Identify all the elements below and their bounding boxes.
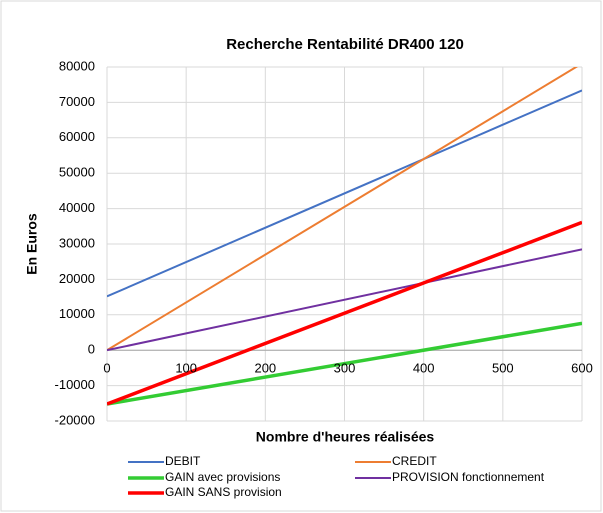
series-line bbox=[107, 321, 582, 406]
x-tick-label: 0 bbox=[103, 361, 110, 376]
y-tick-label: 60000 bbox=[59, 129, 95, 144]
y-tick-label: 80000 bbox=[59, 58, 95, 73]
series-line bbox=[107, 89, 582, 298]
x-tick-label: 200 bbox=[254, 361, 276, 376]
x-axis-title: Nombre d'heures réalisées bbox=[256, 429, 435, 445]
y-tick-label: 0 bbox=[88, 342, 95, 357]
x-tick-label: 400 bbox=[413, 361, 435, 376]
y-tick-label: -10000 bbox=[55, 377, 95, 392]
chart-title: Recherche Rentabilité DR400 120 bbox=[226, 36, 464, 53]
y-tick-label: -20000 bbox=[55, 412, 95, 427]
legend-label: DEBIT bbox=[165, 454, 201, 468]
x-tick-label: 600 bbox=[571, 361, 593, 376]
legend-label: GAIN SANS provision bbox=[165, 485, 282, 499]
y-tick-label: 20000 bbox=[59, 271, 95, 286]
grid bbox=[106, 66, 583, 422]
series-line bbox=[107, 220, 582, 406]
y-tick-label: 50000 bbox=[59, 165, 95, 180]
y-tick-label: 30000 bbox=[59, 235, 95, 250]
x-tick-label: 100 bbox=[175, 361, 197, 376]
legend: DEBIT CREDIT GAIN avec provisions PROVISION… bbox=[128, 454, 545, 499]
legend-label: GAIN avec provisions bbox=[165, 470, 280, 484]
x-tick-label: 300 bbox=[334, 361, 356, 376]
tick-labels: -20000 -10000 0 10000 20000 30000 40000 50000 60… bbox=[55, 58, 593, 427]
y-tick-label: 40000 bbox=[59, 200, 95, 215]
legend-label: CREDIT bbox=[392, 454, 437, 468]
series-line bbox=[107, 67, 579, 352]
y-tick-label: 70000 bbox=[59, 94, 95, 109]
series-line bbox=[107, 248, 582, 352]
y-axis-title: En Euros bbox=[24, 213, 40, 275]
x-tick-label: 500 bbox=[492, 361, 514, 376]
plot-lines bbox=[107, 67, 582, 406]
y-tick-label: 10000 bbox=[59, 306, 95, 321]
legend-label: PROVISION fonctionnement bbox=[392, 470, 545, 484]
